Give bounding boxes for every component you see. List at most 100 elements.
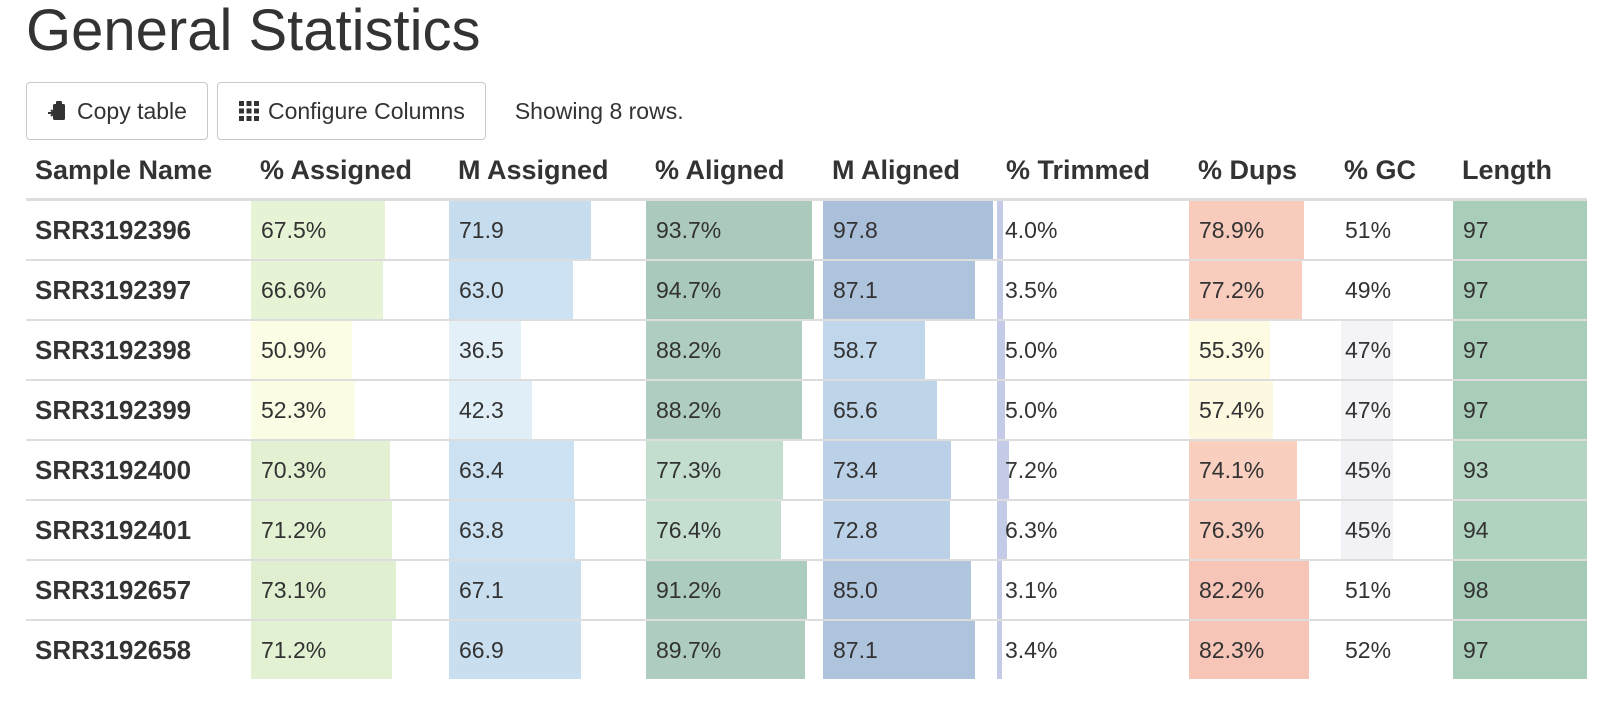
bar-cell: 66.6% — [251, 261, 449, 319]
cell-value: 55.3% — [1199, 336, 1265, 363]
cell-m-aligned: 87.1 — [823, 619, 997, 679]
cell-value: 82.2% — [1199, 576, 1265, 603]
bar-cell: 85.0 — [823, 561, 997, 619]
bar-cell: 70.3% — [251, 441, 449, 499]
bar-cell: 73.4 — [823, 441, 997, 499]
cell-value: 36.5 — [459, 336, 504, 363]
table-row: SRR3192396 67.5% 71.9 93.7% 97.8 4.0% 78.9% 51%… — [26, 198, 1587, 260]
cell-value: 50.9% — [261, 336, 327, 363]
cell-pct-trimmed: 3.5% — [997, 259, 1189, 320]
cell-value: 73.1% — [261, 576, 327, 603]
cell-value: 97 — [1463, 636, 1489, 663]
value-bar — [997, 441, 1009, 499]
cell-value: 91.2% — [656, 576, 722, 603]
value-bar — [449, 501, 575, 559]
bar-cell: 57.4% — [1189, 381, 1335, 439]
column-header-pct-aligned[interactable]: % Aligned — [646, 142, 823, 201]
value-bar — [1453, 261, 1587, 319]
cell-value: 67.5% — [261, 216, 327, 243]
cell-length: 94 — [1453, 499, 1587, 560]
cell-value: 71.2% — [261, 516, 327, 543]
bar-cell: 73.1% — [251, 561, 449, 619]
row-count-status: Showing 8 rows. — [514, 97, 684, 124]
cell-value: 74.1% — [1199, 456, 1265, 483]
bar-cell: 45% — [1335, 441, 1453, 499]
column-header-pct-trimmed[interactable]: % Trimmed — [997, 142, 1189, 201]
cell-m-assigned: 36.5 — [449, 319, 646, 380]
value-bar — [646, 381, 803, 439]
value-bar — [1189, 621, 1310, 679]
cell-value: 93 — [1463, 456, 1489, 483]
sample-name-cell: SRR3192400 — [26, 439, 251, 500]
bar-cell: 67.1 — [449, 561, 646, 619]
value-bar — [251, 261, 383, 319]
column-header-length[interactable]: Length — [1453, 142, 1587, 201]
bar-cell: 5.0% — [997, 321, 1189, 379]
value-bar — [1453, 621, 1587, 679]
bar-cell: 50.9% — [251, 321, 449, 379]
value-bar — [449, 561, 582, 619]
bar-cell: 88.2% — [646, 381, 823, 439]
value-bar — [823, 621, 975, 679]
cell-value: 73.4 — [833, 456, 878, 483]
cell-value: 82.3% — [1199, 636, 1265, 663]
value-bar — [449, 201, 591, 259]
cell-value: 42.3 — [459, 396, 504, 423]
sample-name-cell: SRR3192398 — [26, 319, 251, 380]
cell-length: 98 — [1453, 559, 1587, 620]
value-bar — [1189, 321, 1270, 379]
bar-cell: 97 — [1453, 381, 1587, 439]
column-header-m-assigned[interactable]: M Assigned — [449, 142, 646, 201]
cell-value: 47% — [1345, 396, 1392, 423]
value-bar — [449, 321, 521, 379]
cell-value: 97 — [1463, 276, 1489, 303]
value-bar — [646, 441, 783, 499]
column-header-pct-assigned[interactable]: % Assigned — [251, 142, 449, 201]
cell-value: 87.1 — [833, 276, 878, 303]
bar-cell: 42.3 — [449, 381, 646, 439]
copy-table-button[interactable]: Copy table — [26, 82, 208, 140]
column-header-pct-dups[interactable]: % Dups — [1189, 142, 1335, 201]
value-bar — [251, 381, 355, 439]
value-bar — [1189, 381, 1273, 439]
value-bar — [997, 261, 1003, 319]
cell-pct-aligned: 89.7% — [646, 619, 823, 679]
bar-cell: 51% — [1335, 561, 1453, 619]
bar-cell: 71.2% — [251, 621, 449, 679]
cell-value: 76.4% — [656, 516, 722, 543]
configure-columns-button[interactable]: Configure Columns — [216, 82, 486, 140]
table-row: SRR3192401 71.2% 63.8 76.4% 72.8 6.3% 76.3% 45%… — [26, 499, 1587, 560]
cell-value: 63.0 — [459, 276, 504, 303]
bar-cell: 7.2% — [997, 441, 1189, 499]
value-bar — [997, 621, 1002, 679]
column-header-m-aligned[interactable]: M Aligned — [823, 142, 997, 201]
value-bar — [449, 441, 574, 499]
column-header-sample-name[interactable]: Sample Name — [26, 142, 251, 201]
sample-name-cell: SRR3192401 — [26, 499, 251, 560]
cell-value: 3.4% — [1005, 636, 1058, 663]
cell-value: 87.1 — [833, 636, 878, 663]
cell-pct-dups: 57.4% — [1189, 379, 1335, 440]
value-bar — [449, 381, 533, 439]
table-row: SRR3192658 71.2% 66.9 89.7% 87.1 3.4% 82.3% 52%… — [26, 619, 1587, 679]
cell-m-aligned: 58.7 — [823, 319, 997, 380]
cell-pct-dups: 76.3% — [1189, 499, 1335, 560]
cell-pct-trimmed: 7.2% — [997, 439, 1189, 500]
bar-cell: 51% — [1335, 201, 1453, 259]
cell-length: 97 — [1453, 379, 1587, 440]
cell-length: 97 — [1453, 198, 1587, 260]
column-header-pct-gc[interactable]: % GC — [1335, 142, 1453, 201]
bar-cell: 76.3% — [1189, 501, 1335, 559]
bar-cell: 97 — [1453, 621, 1587, 679]
bar-cell: 87.1 — [823, 621, 997, 679]
value-bar — [823, 441, 951, 499]
sample-name-cell: SRR3192657 — [26, 559, 251, 620]
cell-m-aligned: 87.1 — [823, 259, 997, 320]
cell-value: 77.3% — [656, 456, 722, 483]
configure-columns-label: Configure Columns — [267, 97, 465, 124]
bar-cell: 87.1 — [823, 261, 997, 319]
bar-cell: 93 — [1453, 441, 1587, 499]
cell-value: 52% — [1345, 636, 1392, 663]
cell-pct-assigned: 52.3% — [251, 379, 449, 440]
cell-value: 88.2% — [656, 336, 722, 363]
